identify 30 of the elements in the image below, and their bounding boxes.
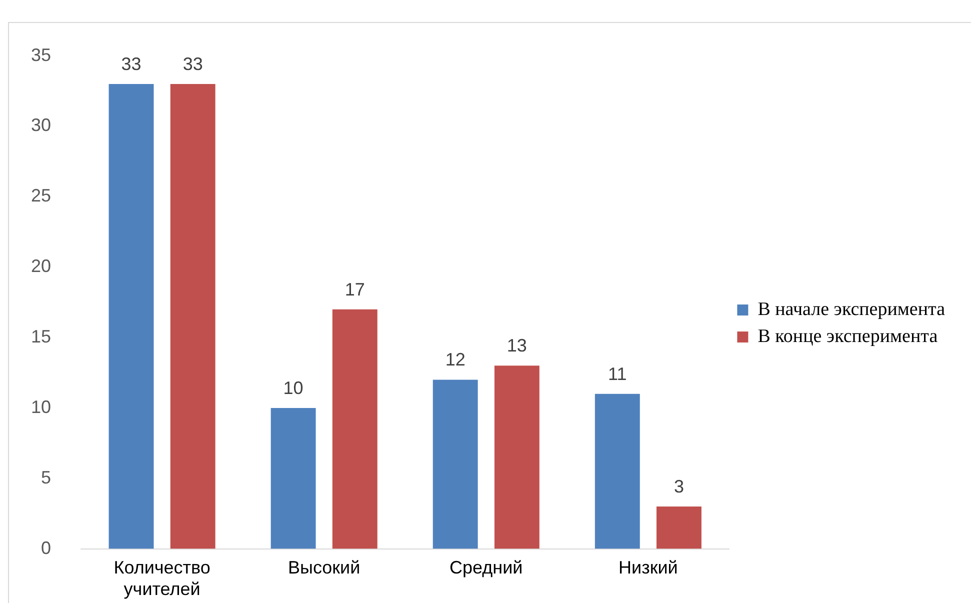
bar — [432, 380, 478, 549]
y-tick-label: 35 — [30, 44, 52, 65]
y-tick-label: 5 — [41, 467, 52, 488]
data-label: 10 — [283, 378, 304, 398]
bar — [170, 84, 216, 549]
y-tick-label: 25 — [30, 186, 52, 206]
data-label: 13 — [506, 336, 527, 356]
y-tick-label: 30 — [30, 115, 52, 136]
data-label: 33 — [121, 54, 142, 74]
y-tick-label: 0 — [41, 538, 52, 558]
data-label: 12 — [445, 350, 466, 370]
bar — [594, 394, 640, 549]
y-tick-label: 20 — [30, 256, 52, 276]
bar — [494, 366, 540, 549]
y-tick-label: 10 — [30, 396, 52, 417]
data-label: 11 — [608, 364, 627, 384]
y-tick-label: 15 — [30, 326, 52, 346]
legend-label: В начале эксперимента — [758, 298, 946, 320]
x-tick-label: Высокий — [288, 558, 360, 578]
bar — [332, 309, 378, 549]
data-label: 3 — [674, 476, 684, 497]
data-label: 17 — [344, 279, 365, 300]
bar — [656, 506, 702, 549]
legend-label: В конце эксперимента — [758, 326, 938, 347]
data-label: 33 — [182, 54, 203, 74]
x-tick-label: Средний — [450, 558, 523, 578]
bar — [270, 408, 316, 549]
x-tick-label: Низкий — [618, 558, 678, 578]
x-tick-label: Количество учителей — [114, 558, 210, 600]
bar — [108, 84, 154, 549]
